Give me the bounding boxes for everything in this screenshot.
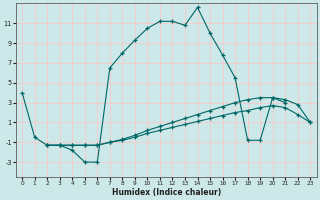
X-axis label: Humidex (Indice chaleur): Humidex (Indice chaleur)	[112, 188, 221, 197]
